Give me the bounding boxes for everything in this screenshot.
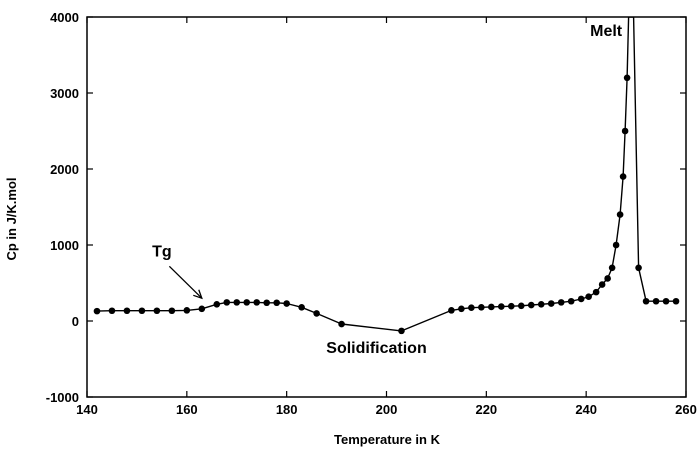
- data-point: [468, 304, 475, 312]
- x-tick-label: 160: [176, 402, 198, 417]
- data-point: [338, 320, 345, 328]
- tg-arrow-head: [193, 289, 203, 300]
- y-tick-label: 2000: [50, 162, 79, 177]
- y-tick-label: 1000: [50, 238, 79, 253]
- data-point: [498, 303, 505, 310]
- data-point: [567, 297, 575, 305]
- data-point: [458, 305, 465, 313]
- data-point: [488, 303, 495, 311]
- data-point: [123, 307, 131, 315]
- y-tick-label: -1000: [46, 390, 79, 405]
- data-point: [213, 300, 221, 308]
- data-point: [623, 74, 631, 82]
- tg-arrow-line: [168, 265, 203, 299]
- x-tick-label: 200: [376, 402, 398, 417]
- plot-area: [93, 17, 680, 335]
- annotation-tg: Tg: [152, 243, 172, 260]
- data-point: [592, 288, 600, 296]
- data-point: [517, 302, 525, 310]
- data-point: [298, 304, 305, 311]
- data-point: [608, 264, 616, 272]
- annotations: Melt Tg Solidification: [152, 23, 623, 357]
- x-axis-title: Temperature in K: [334, 432, 441, 447]
- data-point: [263, 299, 271, 307]
- x-tick-label: 240: [575, 402, 597, 417]
- data-point: [478, 304, 485, 311]
- data-point: [652, 297, 660, 305]
- data-point: [537, 300, 545, 308]
- data-point: [283, 300, 290, 307]
- data-point: [153, 307, 161, 315]
- data-point: [253, 299, 261, 306]
- data-point: [223, 299, 231, 306]
- y-tick-label: 4000: [50, 10, 79, 25]
- annotation-solidification: Solidification: [326, 340, 426, 357]
- y-tick-label: 0: [72, 314, 79, 329]
- data-point: [93, 307, 101, 315]
- data-point: [621, 127, 629, 135]
- data-point: [527, 301, 535, 309]
- data-point: [585, 293, 592, 300]
- data-point: [448, 307, 455, 314]
- data-point: [662, 297, 670, 305]
- y-axis-title: Cp in J/K.mol: [4, 177, 19, 260]
- data-point: [672, 297, 680, 305]
- series-area: [93, 17, 680, 335]
- data-point: [108, 307, 116, 315]
- x-tick-label: 260: [675, 402, 697, 417]
- data-point: [138, 307, 146, 315]
- data-point: [198, 305, 206, 313]
- data-point: [233, 299, 241, 306]
- data-point: [183, 307, 191, 314]
- data-point: [642, 297, 650, 305]
- ticks: 140 160 180 200 220 240 260 -1000 0 1000 2000 3000 4…: [46, 10, 697, 417]
- data-point: [612, 241, 620, 249]
- data-point: [507, 302, 515, 310]
- x-tick-label: 220: [475, 402, 497, 417]
- data-point: [577, 295, 585, 303]
- data-point: [619, 173, 627, 180]
- data-point: [313, 310, 320, 317]
- data-point: [168, 307, 176, 315]
- annotation-melt: Melt: [590, 23, 623, 40]
- data-point: [398, 327, 405, 335]
- y-tick-label: 3000: [50, 86, 79, 101]
- x-tick-label: 180: [276, 402, 298, 417]
- data-point: [273, 299, 280, 307]
- cp-series-line: [96, 17, 676, 332]
- data-point: [547, 300, 555, 307]
- data-point: [635, 264, 642, 272]
- data-point: [604, 275, 611, 282]
- data-point: [598, 281, 606, 288]
- x-tick-label: 140: [76, 402, 98, 417]
- data-point: [557, 299, 565, 306]
- data-point: [616, 211, 624, 218]
- data-point: [243, 299, 251, 306]
